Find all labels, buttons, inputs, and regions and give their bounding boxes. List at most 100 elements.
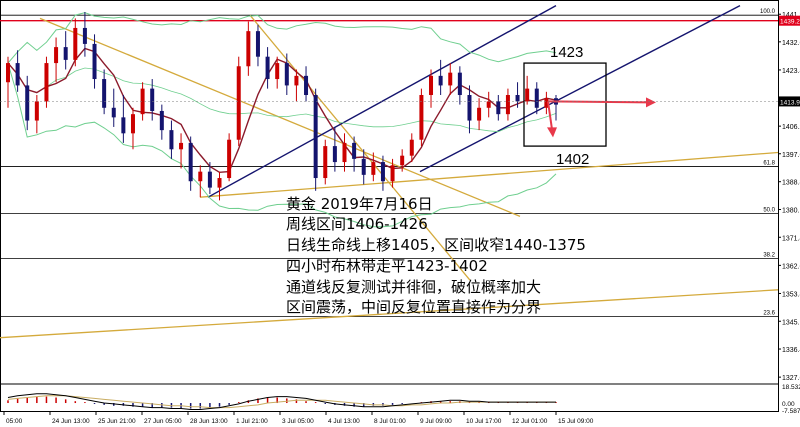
x-tick-label: 10 Jul 17:00 <box>466 418 502 425</box>
y-tick-label: 1388.85 <box>782 180 800 187</box>
range-box <box>523 62 607 147</box>
trendline-gold <box>199 151 779 198</box>
indicator-tick-label: 18.532 <box>782 384 800 391</box>
moving-average <box>7 47 557 174</box>
arrow-right-head <box>646 97 656 108</box>
indicator-tick-label: 0.00 <box>782 401 795 408</box>
bollinger-mid <box>7 62 557 133</box>
candle-body <box>150 88 155 111</box>
x-tick-label: 1 Jul 21:00 <box>236 418 268 425</box>
y-tick-label: 1353.85 <box>782 291 800 298</box>
current-price-badge <box>779 96 800 107</box>
fib-level-label: 50.0 <box>763 207 775 213</box>
candle-body <box>409 139 414 156</box>
bollinger-upper <box>7 12 557 64</box>
y-tick-label: 1380.15 <box>782 207 800 214</box>
chart-frame <box>0 0 779 412</box>
candle-body <box>111 107 116 118</box>
candle-body <box>140 88 145 115</box>
y-tick-label: 1336.45 <box>782 347 800 354</box>
candle-body <box>73 27 78 60</box>
candle-body <box>54 47 59 64</box>
candle-body <box>429 75 434 96</box>
box-label-upper: 1423 <box>550 44 583 61</box>
annotation-channel: 通道线反复测试并徘徊，破位概率加大 <box>286 278 542 296</box>
candle-body <box>236 66 241 140</box>
candle-body <box>361 158 366 175</box>
candle-body <box>380 162 385 182</box>
annotation-weekly: 周线区间1406-1426 <box>286 215 428 233</box>
x-tick-label: 25 Jun 21:00 <box>98 418 136 425</box>
y-tick-label: 1362.65 <box>782 263 800 270</box>
bollinger-lower <box>7 62 557 228</box>
y-tick-label: 1397.60 <box>782 152 800 159</box>
fib-level-label: 61.8 <box>763 161 775 167</box>
candle-body <box>544 98 549 108</box>
candle-body <box>159 110 164 131</box>
y-tick-label: 1327.65 <box>782 375 800 382</box>
candle-body <box>188 142 193 182</box>
candle-body <box>400 155 405 166</box>
candle-body <box>525 88 530 102</box>
candle-body <box>121 117 126 134</box>
current-price-label: 1413.99 <box>780 99 800 106</box>
candle-body <box>294 75 299 86</box>
arrow-down-head <box>547 127 557 138</box>
candle-body <box>227 139 232 179</box>
candle-body <box>179 142 184 150</box>
x-tick-label: 05:00 <box>6 418 23 425</box>
candle-body <box>34 101 39 121</box>
candle-body <box>169 130 174 150</box>
annotation-daily: 日线生命线上移1405，区间收窄1440-1375 <box>286 236 586 254</box>
candle-body <box>390 165 395 182</box>
candle-body <box>246 31 251 67</box>
candle-body <box>82 27 87 44</box>
fib-level-label: 38.2 <box>763 253 775 259</box>
candle-body <box>265 56 270 80</box>
candle-body <box>332 146 337 163</box>
candle-body <box>477 107 482 121</box>
candle-body <box>275 63 280 80</box>
candle-body <box>371 162 376 175</box>
candle-body <box>457 72 462 96</box>
y-tick-label: 1432.65 <box>782 40 800 47</box>
x-tick-label: 12 Jul 01:00 <box>512 418 548 425</box>
candle-body <box>419 95 424 140</box>
candle-body <box>207 171 212 188</box>
price-badge-label: 1439.27 <box>780 19 800 26</box>
candle-body <box>304 75 309 96</box>
candle-body <box>255 31 260 57</box>
trendline-gold <box>39 17 521 217</box>
price-badge <box>779 15 800 26</box>
candle-body <box>44 63 49 102</box>
candle-body <box>467 95 472 121</box>
candle-body <box>25 85 30 121</box>
channel-line <box>419 4 741 173</box>
candle-body <box>92 43 97 80</box>
x-tick-label: 28 Jun 13:00 <box>190 418 228 425</box>
y-tick-label: 1423.85 <box>782 68 800 75</box>
candle-body <box>102 79 107 108</box>
candle-body <box>534 88 539 108</box>
candle-body <box>342 142 347 163</box>
candle-body <box>448 72 453 86</box>
candle-body <box>217 178 222 188</box>
candle-body <box>323 146 328 179</box>
annotation-4h: 四小时布林带走平1423-1402 <box>286 257 488 275</box>
x-tick-label: 9 Jul 09:00 <box>420 418 452 425</box>
candle-body <box>486 101 491 108</box>
candle-body <box>284 63 289 86</box>
candle-body <box>438 75 443 86</box>
trendline-gold <box>0 289 779 339</box>
candle-body <box>496 101 501 115</box>
fib-level-label: 23.6 <box>763 311 775 317</box>
candle-body <box>6 63 10 83</box>
annotation-title: 黄金 2019年7月16日 <box>286 195 433 213</box>
y-tick-label: 1371.45 <box>782 235 800 242</box>
candle-body <box>15 63 20 86</box>
candle-body <box>352 142 357 159</box>
y-tick-label: 1406.25 <box>782 124 800 131</box>
candle-body <box>313 95 318 179</box>
